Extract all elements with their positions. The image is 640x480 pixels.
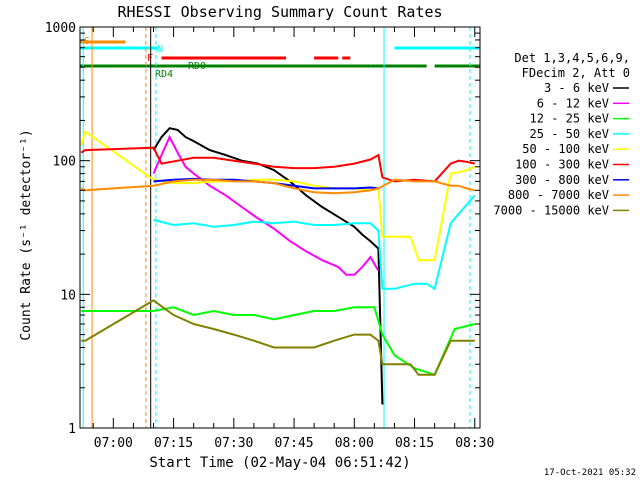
y-tick-label: 10 [60,288,76,303]
series-line [153,194,476,291]
x-axis-ticks: 07:00 07:15 07:30 07:45 08:00 08:15 08:30 [92,27,494,451]
y-tick-label: 1 [68,422,76,437]
legend-label: 3 - 6 keV [544,81,609,95]
footer-timestamp: 17-Oct-2021 05:32 [544,468,636,478]
series-line [80,178,476,195]
plot-frame [79,26,481,429]
x-axis-label: Start Time (02-May-04 06:51:42) [149,455,410,471]
y-tick-label: 1000 [45,21,76,36]
x-tick-label: 08:00 [335,436,374,451]
x-tick-label: 07:30 [214,436,253,451]
legend-header-line: FDecim 2, Att 0 [522,66,630,80]
legend-label: 25 - 50 keV [530,127,609,141]
legend-label: 50 - 100 keV [522,142,609,156]
legend-label: 6 - 12 keV [537,96,609,110]
x-tick-label: 08:15 [395,436,434,451]
series-lines [80,127,476,405]
flag-label: RD4 [155,69,173,80]
x-tick-label: 08:30 [455,436,494,451]
series-line [152,127,384,405]
flag-label: S [84,36,90,47]
legend: Det 1,3,4,5,6,9,FDecim 2, Att 03 - 6 keV… [493,51,630,217]
chart-title: RHESSI Observing Summary Count Rates [117,3,442,21]
y-axis-ticks: 1 10 100 1000 [45,21,480,437]
flag-label: F [147,53,153,64]
y-axis-label: Count Rate (s⁻¹ detector⁻¹) [19,129,34,340]
series-line [81,299,475,376]
legend-label: 7000 - 15000 keV [493,203,609,217]
series-line [80,146,476,183]
flag-label: N [157,44,163,55]
x-tick-label: 07:00 [94,436,133,451]
flag-label: RD0 [188,61,206,72]
legend-label: 300 - 800 keV [515,173,609,187]
legend-label: 12 - 25 keV [530,112,609,126]
legend-header-line: Det 1,3,4,5,6,9, [514,51,630,65]
legend-label: 800 - 7000 keV [508,188,609,202]
x-tick-label: 07:15 [154,436,193,451]
legend-label: 100 - 300 keV [515,158,609,172]
x-tick-label: 07:45 [274,436,313,451]
y-tick-label: 100 [53,155,76,170]
vertical-markers [82,27,471,428]
flag-bars: S NF RD0 RD4 [80,36,480,80]
